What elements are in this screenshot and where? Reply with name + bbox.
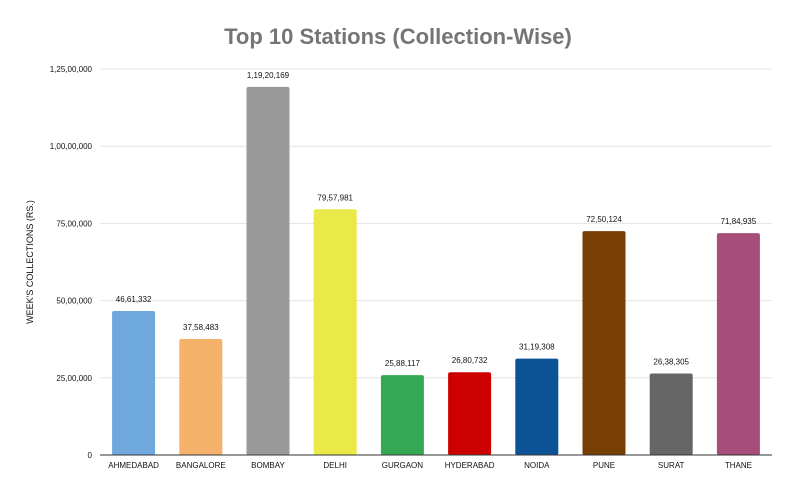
data-label: 25,88,117 bbox=[385, 359, 421, 368]
y-tick-label: 0 bbox=[88, 451, 93, 460]
bar-hyderabad bbox=[448, 372, 492, 455]
x-tick-label: SURAT bbox=[658, 461, 685, 470]
data-label: 37,58,483 bbox=[183, 323, 219, 332]
data-label: 72,50,124 bbox=[586, 215, 622, 224]
data-label: 1,19,20,169 bbox=[247, 71, 290, 80]
bars bbox=[112, 86, 760, 455]
bar-pune bbox=[582, 231, 626, 455]
data-label: 26,80,732 bbox=[452, 356, 488, 365]
x-tick-label: BOMBAY bbox=[251, 461, 285, 470]
x-tick-label: HYDERABAD bbox=[445, 461, 495, 470]
x-tick-label: AHMEDABAD bbox=[108, 461, 159, 470]
x-tick-label: PUNE bbox=[593, 461, 615, 470]
data-label: 71,84,935 bbox=[721, 217, 757, 226]
bar-bombay bbox=[246, 86, 290, 455]
bar-surat bbox=[649, 373, 693, 455]
data-label: 26,38,305 bbox=[653, 358, 689, 367]
x-tick-label: BANGALORE bbox=[176, 461, 226, 470]
x-tick-label: GURGAON bbox=[382, 461, 424, 470]
y-tick-label: 1,00,00,000 bbox=[50, 142, 93, 151]
data-label: 46,61,332 bbox=[116, 295, 152, 304]
x-tick-label: THANE bbox=[725, 461, 752, 470]
y-tick-label: 1,25,00,000 bbox=[50, 65, 93, 74]
chart-title: Top 10 Stations (Collection-Wise) bbox=[224, 24, 572, 49]
bar-ahmedabad bbox=[112, 311, 156, 455]
x-tick-label: NOIDA bbox=[524, 461, 550, 470]
bar-thane bbox=[716, 233, 760, 455]
bar-noida bbox=[515, 358, 559, 455]
y-tick-label: 25,00,000 bbox=[56, 374, 92, 383]
bar-bangalore bbox=[179, 338, 223, 455]
data-label: 31,19,308 bbox=[519, 343, 555, 352]
labels: 0 25,00,000 50,00,000 75,00,000 1,00,00,000 1… bbox=[50, 65, 757, 470]
data-label: 79,57,981 bbox=[317, 193, 353, 202]
bar-delhi bbox=[313, 209, 357, 455]
bar-gurgaon bbox=[380, 375, 424, 455]
x-tick-label: DELHI bbox=[323, 461, 347, 470]
y-axis-title: WEEK'S COLLECTIONS (RS.) bbox=[25, 200, 35, 324]
y-tick-label: 50,00,000 bbox=[56, 297, 92, 306]
y-tick-label: 75,00,000 bbox=[56, 219, 92, 228]
